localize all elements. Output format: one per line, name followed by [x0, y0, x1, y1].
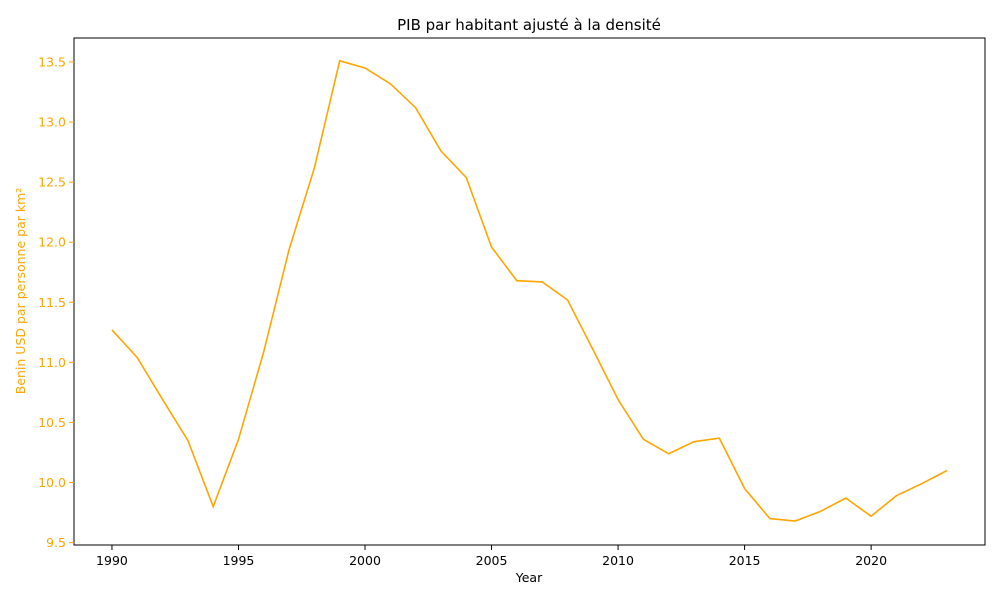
x-axis-label: Year [515, 570, 543, 585]
x-tick-label: 2020 [855, 553, 887, 568]
chart-title: PIB par habitant ajusté à la densité [397, 16, 661, 34]
y-tick-label: 13.0 [38, 115, 66, 130]
y-tick-label: 11.5 [38, 295, 66, 310]
y-tick-label: 10.5 [38, 415, 66, 430]
y-tick-label: 12.0 [38, 235, 66, 250]
x-tick-label: 2000 [349, 553, 381, 568]
y-tick-label: 11.0 [38, 355, 66, 370]
y-tick-label: 12.5 [38, 175, 66, 190]
y-tick-label: 10.0 [38, 475, 66, 490]
series-line [111, 59, 948, 522]
y-axis-label: Benin USD par personne par km² [13, 188, 28, 395]
x-tick-label: 1990 [96, 553, 128, 568]
x-tick-label: 1995 [223, 553, 255, 568]
x-axis-ticks: 1990 1995 2000 2005 2010 2015 2020 [96, 545, 887, 568]
y-tick-label: 13.5 [38, 55, 66, 70]
y-axis-ticks: 9.5 10.0 10.5 11.0 11.5 12.0 12.5 13.0 13.5 [38, 55, 74, 550]
x-tick-label: 2010 [602, 553, 634, 568]
y-tick-label: 9.5 [46, 535, 66, 550]
x-tick-label: 2015 [729, 553, 761, 568]
plot-area [73, 37, 986, 546]
x-tick-label: 2005 [476, 553, 508, 568]
axes-frame [73, 37, 986, 546]
